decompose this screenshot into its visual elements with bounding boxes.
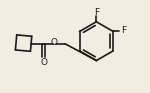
Text: O: O (51, 38, 58, 47)
Text: F: F (94, 8, 99, 17)
Text: O: O (40, 58, 47, 67)
Text: F: F (121, 26, 126, 35)
